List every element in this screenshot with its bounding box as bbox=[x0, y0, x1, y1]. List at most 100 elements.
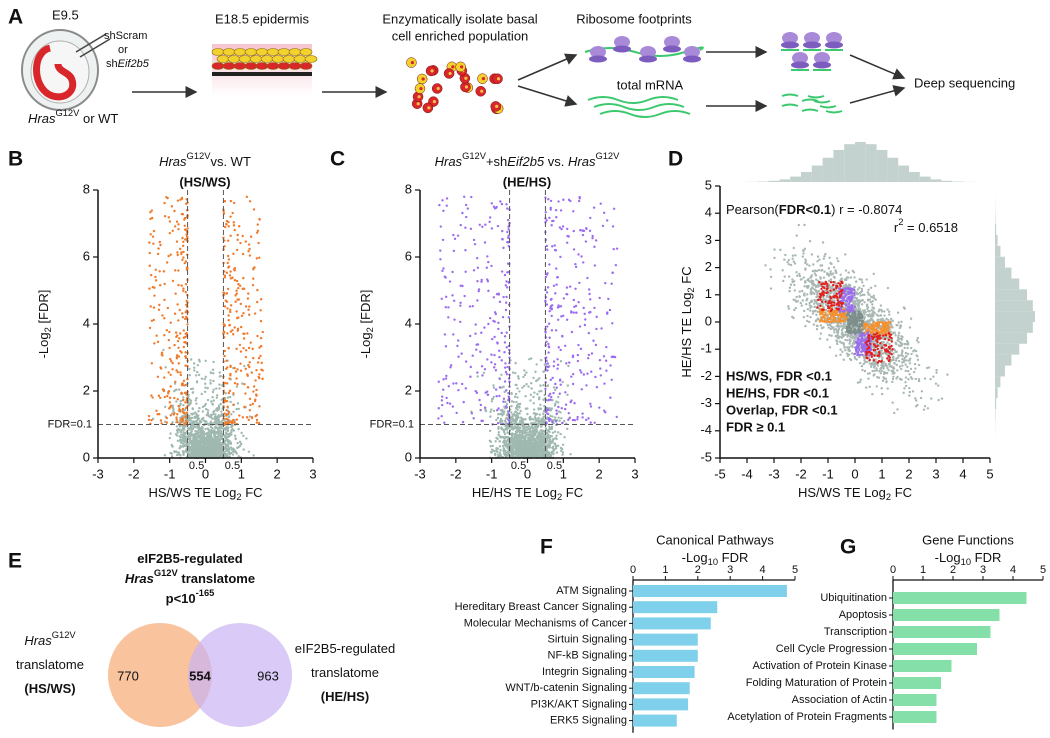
point bbox=[483, 406, 487, 409]
point bbox=[528, 357, 531, 361]
point bbox=[489, 410, 492, 414]
point bbox=[834, 269, 837, 272]
point bbox=[251, 283, 255, 287]
point bbox=[224, 400, 227, 403]
point bbox=[546, 434, 550, 437]
point bbox=[233, 267, 237, 270]
point bbox=[171, 279, 175, 283]
histogram-bar bbox=[844, 144, 855, 182]
point bbox=[229, 308, 232, 311]
point bbox=[203, 390, 207, 393]
point bbox=[229, 199, 233, 203]
point bbox=[446, 401, 449, 405]
point bbox=[462, 195, 466, 199]
point bbox=[237, 286, 240, 290]
point bbox=[883, 310, 886, 313]
point bbox=[219, 452, 223, 456]
point bbox=[173, 396, 176, 400]
point bbox=[214, 425, 217, 428]
point bbox=[232, 410, 235, 413]
histogram-bar bbox=[995, 311, 1035, 322]
point bbox=[211, 449, 215, 452]
point bbox=[237, 427, 240, 431]
text-part: FC bbox=[562, 485, 583, 500]
point bbox=[239, 362, 242, 365]
cell bbox=[299, 48, 313, 56]
ribosome bbox=[614, 36, 630, 48]
point bbox=[218, 383, 221, 386]
point bbox=[510, 404, 513, 408]
point bbox=[216, 447, 220, 451]
point bbox=[564, 391, 567, 394]
point bbox=[599, 202, 602, 205]
histogram-bar bbox=[855, 142, 866, 182]
point bbox=[895, 323, 898, 327]
point bbox=[461, 211, 464, 215]
point bbox=[232, 403, 235, 406]
point bbox=[546, 286, 550, 289]
cell bbox=[266, 48, 280, 56]
point bbox=[610, 282, 613, 285]
y-axis-label: -Log2 [FDR] bbox=[358, 290, 375, 359]
point bbox=[233, 366, 236, 370]
point bbox=[556, 367, 559, 370]
point bbox=[555, 409, 558, 412]
point bbox=[160, 351, 164, 354]
point bbox=[571, 355, 575, 359]
point bbox=[540, 417, 543, 420]
point bbox=[505, 426, 509, 430]
point bbox=[229, 372, 232, 376]
ribosome bbox=[663, 45, 681, 53]
point bbox=[586, 276, 589, 280]
point bbox=[257, 241, 260, 245]
point bbox=[217, 414, 220, 417]
point bbox=[501, 408, 504, 412]
point bbox=[235, 316, 239, 320]
point bbox=[192, 366, 196, 369]
point bbox=[552, 360, 556, 363]
point bbox=[593, 306, 596, 310]
point bbox=[158, 303, 161, 307]
point bbox=[565, 318, 569, 321]
point bbox=[593, 245, 596, 249]
point bbox=[498, 386, 502, 389]
point bbox=[256, 334, 259, 338]
point bbox=[545, 303, 549, 306]
point bbox=[177, 227, 180, 231]
point bbox=[559, 383, 562, 386]
point bbox=[490, 227, 494, 230]
point bbox=[479, 350, 482, 353]
point bbox=[181, 442, 185, 445]
point bbox=[444, 305, 448, 309]
point bbox=[908, 390, 912, 394]
point bbox=[490, 397, 494, 401]
point bbox=[532, 376, 535, 380]
point bbox=[827, 267, 831, 270]
point bbox=[182, 396, 185, 399]
point bbox=[233, 228, 236, 232]
point bbox=[510, 392, 513, 395]
point bbox=[156, 375, 160, 378]
point bbox=[491, 449, 495, 452]
ribosome bbox=[792, 52, 808, 64]
point bbox=[548, 263, 551, 266]
point bbox=[185, 235, 189, 238]
point bbox=[521, 386, 524, 389]
point bbox=[555, 267, 558, 270]
point bbox=[439, 225, 442, 228]
point bbox=[244, 367, 247, 371]
point bbox=[227, 318, 230, 322]
point bbox=[151, 216, 154, 220]
point bbox=[581, 416, 584, 419]
point bbox=[150, 418, 153, 422]
point bbox=[480, 419, 483, 423]
fdr-label: FDR=0.1 bbox=[370, 418, 414, 430]
point bbox=[506, 451, 509, 454]
point bbox=[227, 225, 230, 228]
point bbox=[604, 359, 608, 362]
point bbox=[487, 322, 490, 326]
label: shScram bbox=[104, 30, 147, 42]
point bbox=[175, 240, 179, 243]
x-tick-label: 1 bbox=[238, 466, 245, 481]
point bbox=[163, 317, 166, 320]
